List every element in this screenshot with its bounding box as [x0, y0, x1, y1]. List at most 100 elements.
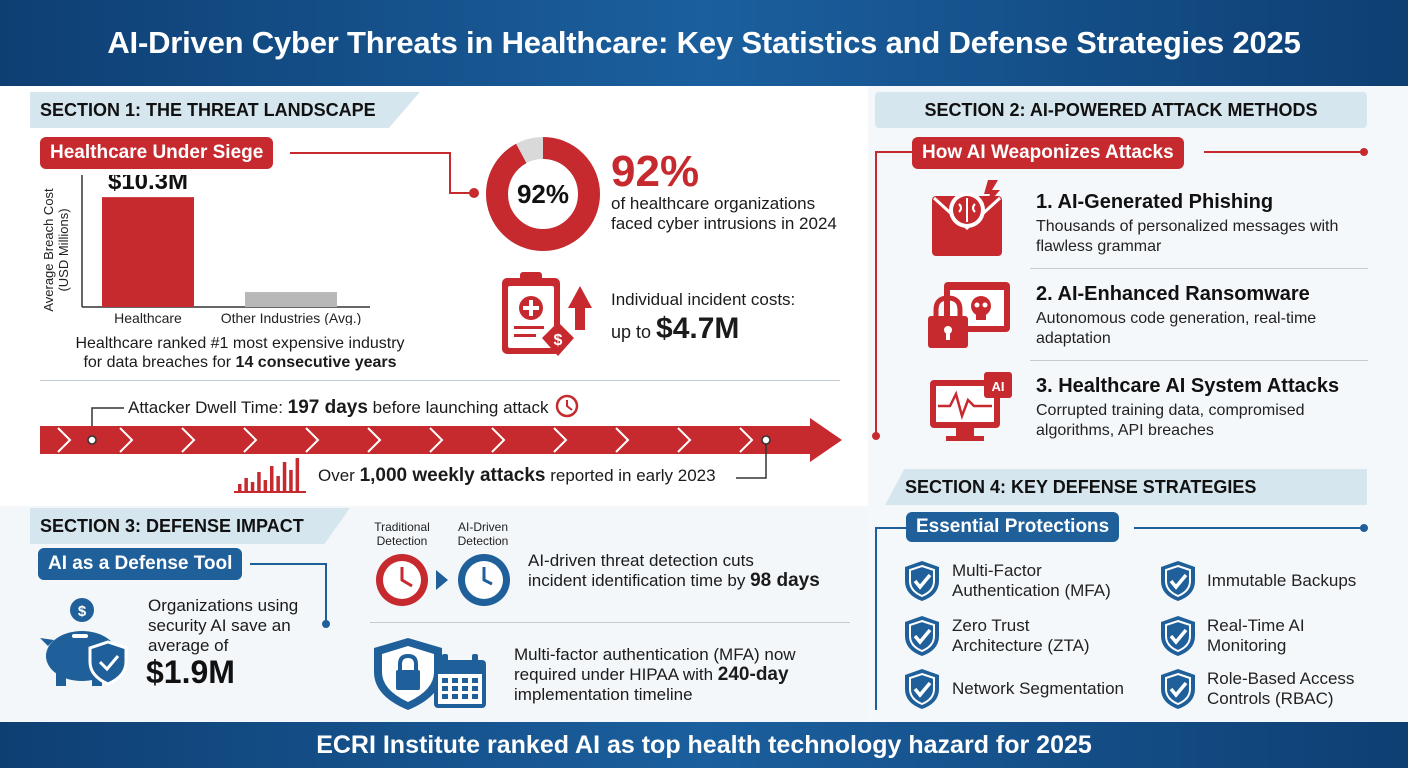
svg-text:$: $ [78, 603, 87, 620]
incident-value: $4.7M [656, 312, 740, 345]
chevron-mark [367, 427, 382, 453]
chevron-mark [739, 427, 754, 453]
dwell-time-arrow [40, 394, 842, 479]
trad-line2: Detection [376, 534, 428, 548]
detection-line2: incident identification time by 98 days [528, 571, 820, 591]
weekly-pre: Over [318, 466, 360, 485]
chart-note-bold: 14 consecutive years [235, 354, 397, 371]
protection-line1: Role-Based Access [1207, 669, 1355, 688]
stat-big: 92% [611, 147, 700, 196]
bar-1 [102, 197, 194, 307]
protection-line2: Controls (RBAC) [1207, 689, 1334, 708]
mini-bar [289, 470, 293, 492]
shield-check-icon [905, 669, 939, 709]
svg-text:AI: AI [992, 379, 1005, 394]
donut-label: 92% [517, 179, 569, 209]
chevron-mark [615, 427, 630, 453]
protection-icon [1158, 614, 1198, 663]
chart-note: Healthcare ranked #1 most expensive indu… [40, 334, 440, 372]
dwell-bold: 197 days [287, 397, 368, 418]
detection-pre: incident identification time by [528, 571, 751, 590]
section2-heading: SECTION 2: AI-POWERED ATTACK METHODS [875, 92, 1367, 128]
attack-frequency-icon [234, 458, 306, 493]
shield-check-icon [905, 616, 939, 656]
chart-note-line2: for data breaches for 14 consecutive yea… [40, 353, 440, 372]
calendar-cell [442, 686, 448, 691]
x-tick-label-1: Healthcare [114, 310, 182, 325]
section4-panel [868, 466, 1408, 722]
ai-detection-label: AI-Driven Detection [450, 520, 516, 548]
chevron-mark [553, 427, 568, 453]
stat-desc: of healthcare organizations faced cyber … [611, 194, 837, 234]
attack-item-desc-3: Corrupted training data, compromised alg… [1036, 401, 1305, 441]
breach-cost-chart: Average Breach Cost (USD Millions) Healt… [41, 175, 370, 325]
stat-desc-line2: faced cyber intrusions in 2024 [611, 214, 837, 233]
dwell-post: before launching attack [367, 398, 549, 417]
traditional-detection-label: Traditional Detection [370, 520, 434, 548]
clock-comparison-icon [376, 554, 510, 606]
aid-line1: AI-Driven [457, 520, 508, 534]
savings-line2: security AI save an [148, 616, 291, 635]
percent-donut: 92% [486, 137, 600, 251]
section2-pill: How AI Weaponizes Attacks [912, 137, 1184, 169]
protection-item-right-3: Role-Based Access Controls (RBAC) [1207, 669, 1354, 709]
mfa-line3: implementation timeline [514, 685, 693, 704]
bar-2 [245, 292, 337, 307]
calendar-cell [462, 686, 468, 691]
protection-icon [902, 667, 942, 716]
protection-line1: Multi-Factor [952, 561, 1042, 580]
mini-bar [238, 484, 242, 492]
protection-line1: Immutable Backups [1207, 571, 1357, 590]
chart-note-line1: Healthcare ranked #1 most expensive indu… [75, 335, 405, 352]
protection-item-right-1: Immutable Backups [1207, 571, 1356, 591]
mini-bar [282, 462, 287, 492]
mini-bar [295, 458, 300, 492]
attack-item-desc-3-line2: algorithms, API breaches [1036, 422, 1214, 439]
protection-icon [902, 614, 942, 663]
calendar-cell [442, 678, 448, 683]
chevron-mark [181, 427, 196, 453]
detection-bold: 98 days [750, 570, 820, 591]
protection-item-left-1: Multi-Factor Authentication (MFA) [952, 561, 1111, 601]
attack-item-desc-1-line2: flawless grammar [1036, 238, 1162, 255]
brain-mail-icon [932, 180, 1002, 256]
connector-line [290, 152, 479, 198]
detection-line1: AI-driven threat detection cuts [528, 551, 754, 570]
chevron-mark [57, 427, 72, 453]
attack-item-desc-2: Autonomous code generation, real-time ad… [1036, 309, 1316, 349]
attack-item-desc-2-line1: Autonomous code generation, real-time [1036, 310, 1317, 327]
mfa-text: Multi-factor authentication (MFA) now re… [514, 645, 796, 705]
divider [370, 622, 850, 623]
savings-value: $1.9M [146, 654, 235, 690]
attack-item-title-3: 3. Healthcare AI System Attacks [1036, 375, 1340, 397]
section4-pill: Essential Protections [906, 512, 1120, 542]
section2-bracket [872, 148, 1368, 440]
protection-icon [902, 559, 942, 608]
mfa-bold: 240-day [717, 664, 789, 685]
attack-item-title-1: 1. AI-Generated Phishing [1036, 191, 1274, 213]
mfa-pre: required under HIPAA with [514, 665, 718, 684]
data-label-1: $10.3M [108, 175, 188, 195]
detection-text: AI-driven threat detection cuts incident… [528, 551, 820, 591]
calendar-cell [472, 678, 478, 683]
calendar-cell [462, 678, 468, 683]
lock-skull-icon [928, 282, 1010, 348]
section3-heading: SECTION 3: DEFENSE IMPACT [30, 508, 350, 544]
incident-prefix: up to [611, 322, 657, 342]
calendar-cell [472, 694, 478, 699]
savings-line1: Organizations using [148, 596, 299, 615]
savings-text: Organizations using security AI save an … [148, 596, 298, 656]
mfa-line1: Multi-factor authentication (MFA) now [514, 645, 796, 664]
section1-pill: Healthcare Under Siege [40, 137, 274, 169]
stat-desc-line1: of healthcare organizations [611, 194, 816, 213]
mini-bar [276, 476, 280, 492]
ai-monitor-icon: AI [930, 372, 1012, 441]
protection-line1: Network Segmentation [952, 679, 1124, 698]
chart-note-text: for data breaches for [83, 354, 236, 371]
divider [1030, 268, 1368, 269]
footer-banner: ECRI Institute ranked AI as top health t… [0, 722, 1408, 768]
y-axis-label: Average Breach Cost [41, 188, 56, 312]
y-axis-label-units: (USD Millions) [56, 208, 71, 291]
savings-line3: average of [148, 636, 229, 655]
incident-label: Individual incident costs: [611, 290, 796, 309]
